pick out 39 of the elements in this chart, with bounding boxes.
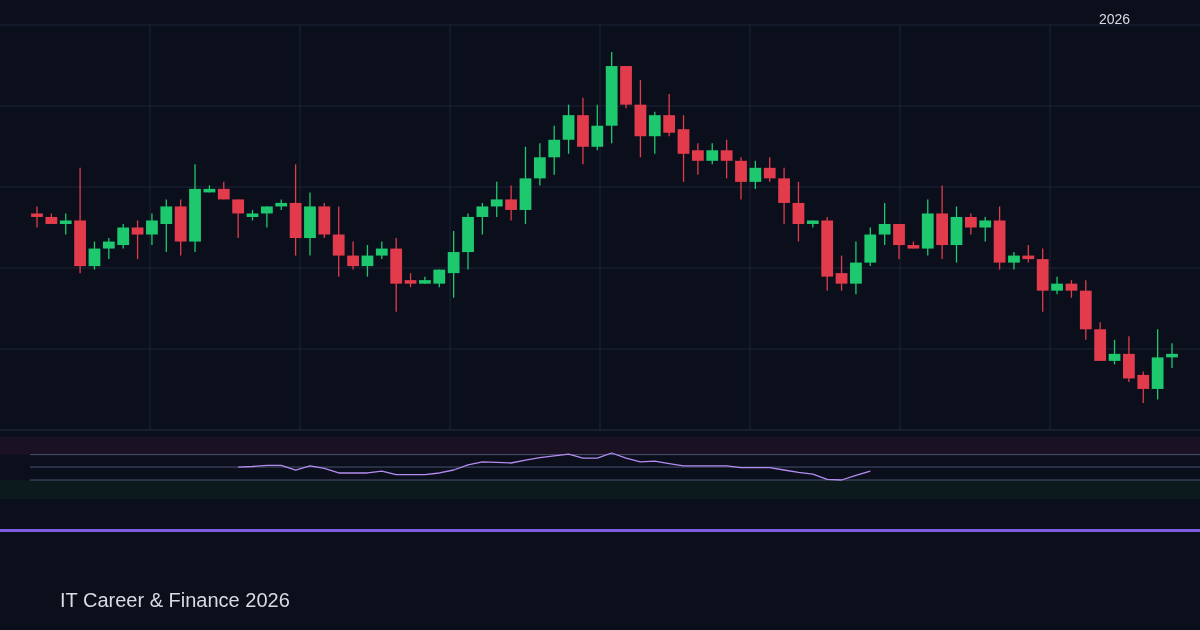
candlestick [1108,339,1121,366]
candlestick [88,240,101,271]
candlestick [1137,370,1150,404]
candlestick [1008,251,1020,271]
candlestick [893,223,905,260]
candlestick [31,205,43,229]
text: IT Career & Finance 2026 [60,589,290,611]
candlestick [505,184,517,222]
candlestick [260,205,273,229]
candlestick [835,254,848,292]
candlestick [878,202,891,246]
candlestick [735,156,747,201]
candlestick [663,93,676,137]
candlestick [749,160,762,190]
candlestick [476,202,489,236]
candlestick [548,125,561,176]
candlestick [59,212,72,236]
candlestick [146,212,158,246]
candlestick [490,181,503,218]
candlestick [706,142,719,165]
candlestick [232,198,245,239]
candlestick [692,142,704,176]
candlestick [792,181,805,243]
candlestick [447,230,460,299]
candlestick [648,111,661,155]
candlestick [332,205,345,278]
candlestick [720,139,733,180]
candlestick [347,240,359,271]
x-tick-label: 2026 [1098,11,1131,27]
candlestick [533,142,546,187]
candlestick [131,219,144,260]
candlestick [979,216,992,243]
candlestick [117,223,130,250]
candlestick [591,104,604,151]
candlestick [102,237,115,260]
candlestick [964,212,977,236]
candlestick [763,156,776,183]
candlestick [850,240,862,295]
candlestick [160,198,173,253]
